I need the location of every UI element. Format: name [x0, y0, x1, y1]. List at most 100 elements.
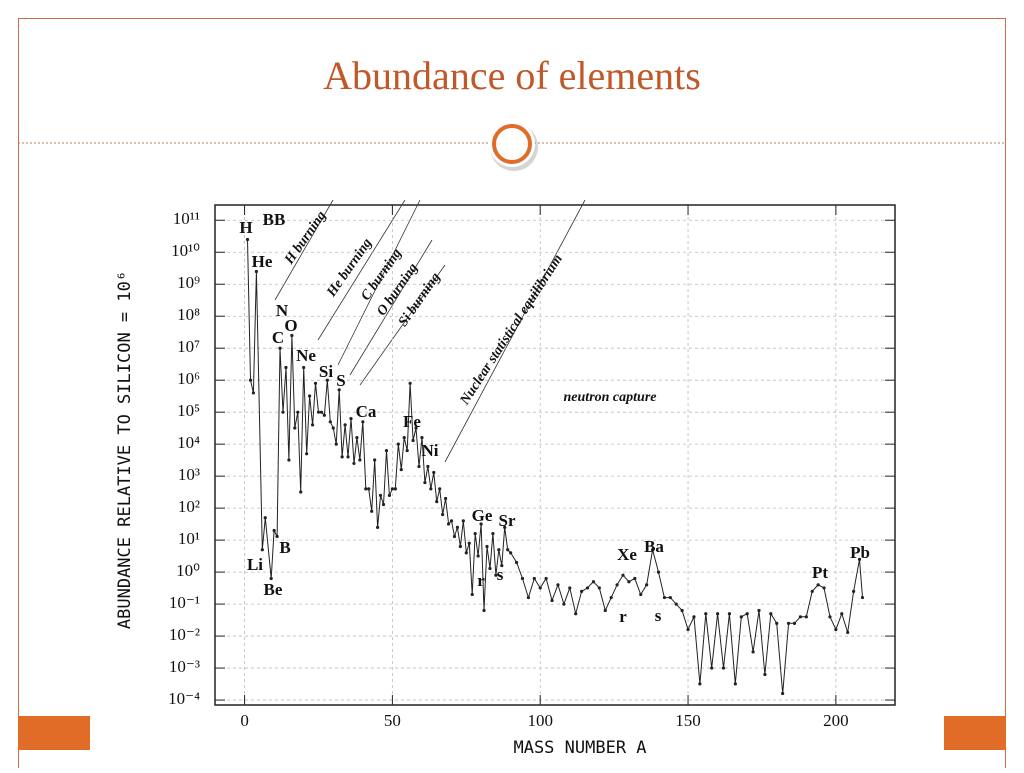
data-point: [680, 608, 684, 613]
data-point: [355, 436, 359, 440]
data-point: [786, 621, 791, 625]
element-label: r: [477, 571, 485, 590]
data-point: [420, 436, 424, 440]
data-point: [367, 487, 371, 491]
data-point: [568, 586, 572, 590]
data-point: [804, 615, 808, 619]
data-point: [739, 615, 743, 619]
data-point: [296, 410, 300, 414]
data-point: [500, 563, 504, 568]
data-point: [361, 420, 365, 424]
x-tick-label: 50: [384, 711, 401, 730]
element-label: Ge: [472, 506, 493, 525]
data-point: [305, 452, 309, 456]
data-point: [627, 580, 631, 584]
data-point: [544, 576, 548, 581]
data-point: [822, 586, 826, 590]
data-point: [446, 522, 451, 526]
data-point: [426, 464, 430, 469]
data-point: [387, 493, 392, 498]
data-point: [287, 458, 291, 462]
data-point: [467, 541, 471, 545]
y-tick-label: 10²: [178, 497, 200, 516]
data-point: [532, 576, 536, 581]
data-point: [358, 458, 362, 462]
data-point: [556, 583, 560, 587]
element-label: C: [272, 328, 284, 347]
data-point: [609, 595, 613, 600]
x-tick-label: 150: [675, 711, 701, 730]
data-point: [269, 576, 273, 581]
data-point: [509, 551, 513, 555]
element-label: Sr: [499, 511, 516, 530]
data-point: [455, 525, 460, 529]
y-tick-label: 10⁵: [177, 401, 200, 420]
y-axis-label: ABUNDANCE RELATIVE TO SILICON = 10⁶: [115, 271, 135, 629]
data-point: [346, 455, 350, 459]
y-tick-label: 10⁹: [177, 273, 200, 292]
data-point: [716, 612, 720, 616]
data-point: [272, 528, 276, 533]
data-point: [441, 512, 445, 517]
data-point: [494, 573, 498, 577]
data-point: [562, 602, 566, 606]
data-point: [393, 487, 397, 491]
data-point: [656, 570, 661, 574]
y-tick-label: 10¹⁰: [171, 241, 200, 260]
data-point: [334, 442, 338, 446]
data-point: [260, 548, 264, 552]
process-label: H burning: [282, 209, 330, 268]
y-tick-label: 10¹: [178, 529, 200, 548]
data-point: [745, 612, 749, 616]
data-point: [751, 650, 755, 654]
y-tick-label: 10¹¹: [173, 209, 200, 228]
x-tick-label: 200: [823, 711, 849, 730]
element-label: BB: [263, 210, 286, 229]
data-point: [798, 615, 802, 619]
element-label: He: [252, 252, 273, 271]
data-point: [580, 589, 584, 593]
data-point: [668, 595, 672, 600]
data-point: [479, 522, 483, 526]
element-label: S: [336, 371, 345, 390]
data-point: [816, 583, 820, 587]
element-label: Fe: [403, 412, 421, 431]
data-point: [278, 346, 282, 350]
data-point: [322, 413, 326, 417]
data-point: [263, 516, 267, 520]
element-label: Ba: [644, 537, 664, 556]
data-point: [633, 576, 637, 581]
data-point: [414, 426, 418, 430]
data-point: [491, 531, 495, 536]
y-tick-label: 10⁻³: [169, 657, 200, 676]
data-point: [662, 595, 666, 600]
data-point: [615, 583, 619, 587]
data-point: [313, 381, 318, 385]
data-point: [686, 627, 690, 632]
data-point: [423, 480, 427, 485]
data-point: [452, 534, 457, 539]
data-point: [281, 410, 285, 414]
data-point: [520, 576, 525, 581]
data-point: [435, 500, 439, 504]
y-tick-label: 10⁴: [177, 433, 200, 452]
data-point: [763, 672, 767, 677]
data-point: [352, 461, 356, 466]
corner-block: [18, 716, 90, 750]
data-point: [381, 502, 386, 507]
data-point: [852, 589, 856, 593]
data-point: [373, 458, 377, 462]
data-point: [574, 612, 578, 616]
data-point: [293, 426, 297, 430]
data-point: [650, 548, 655, 552]
data-point: [639, 592, 643, 597]
element-label: B: [279, 538, 290, 557]
data-point: [550, 598, 554, 603]
data-point: [384, 448, 389, 453]
data-point: [402, 436, 406, 440]
data-point: [674, 602, 678, 606]
data-point: [248, 378, 253, 382]
circle-ornament: [492, 124, 532, 164]
data-point: [290, 333, 294, 338]
element-label: Li: [247, 555, 263, 574]
